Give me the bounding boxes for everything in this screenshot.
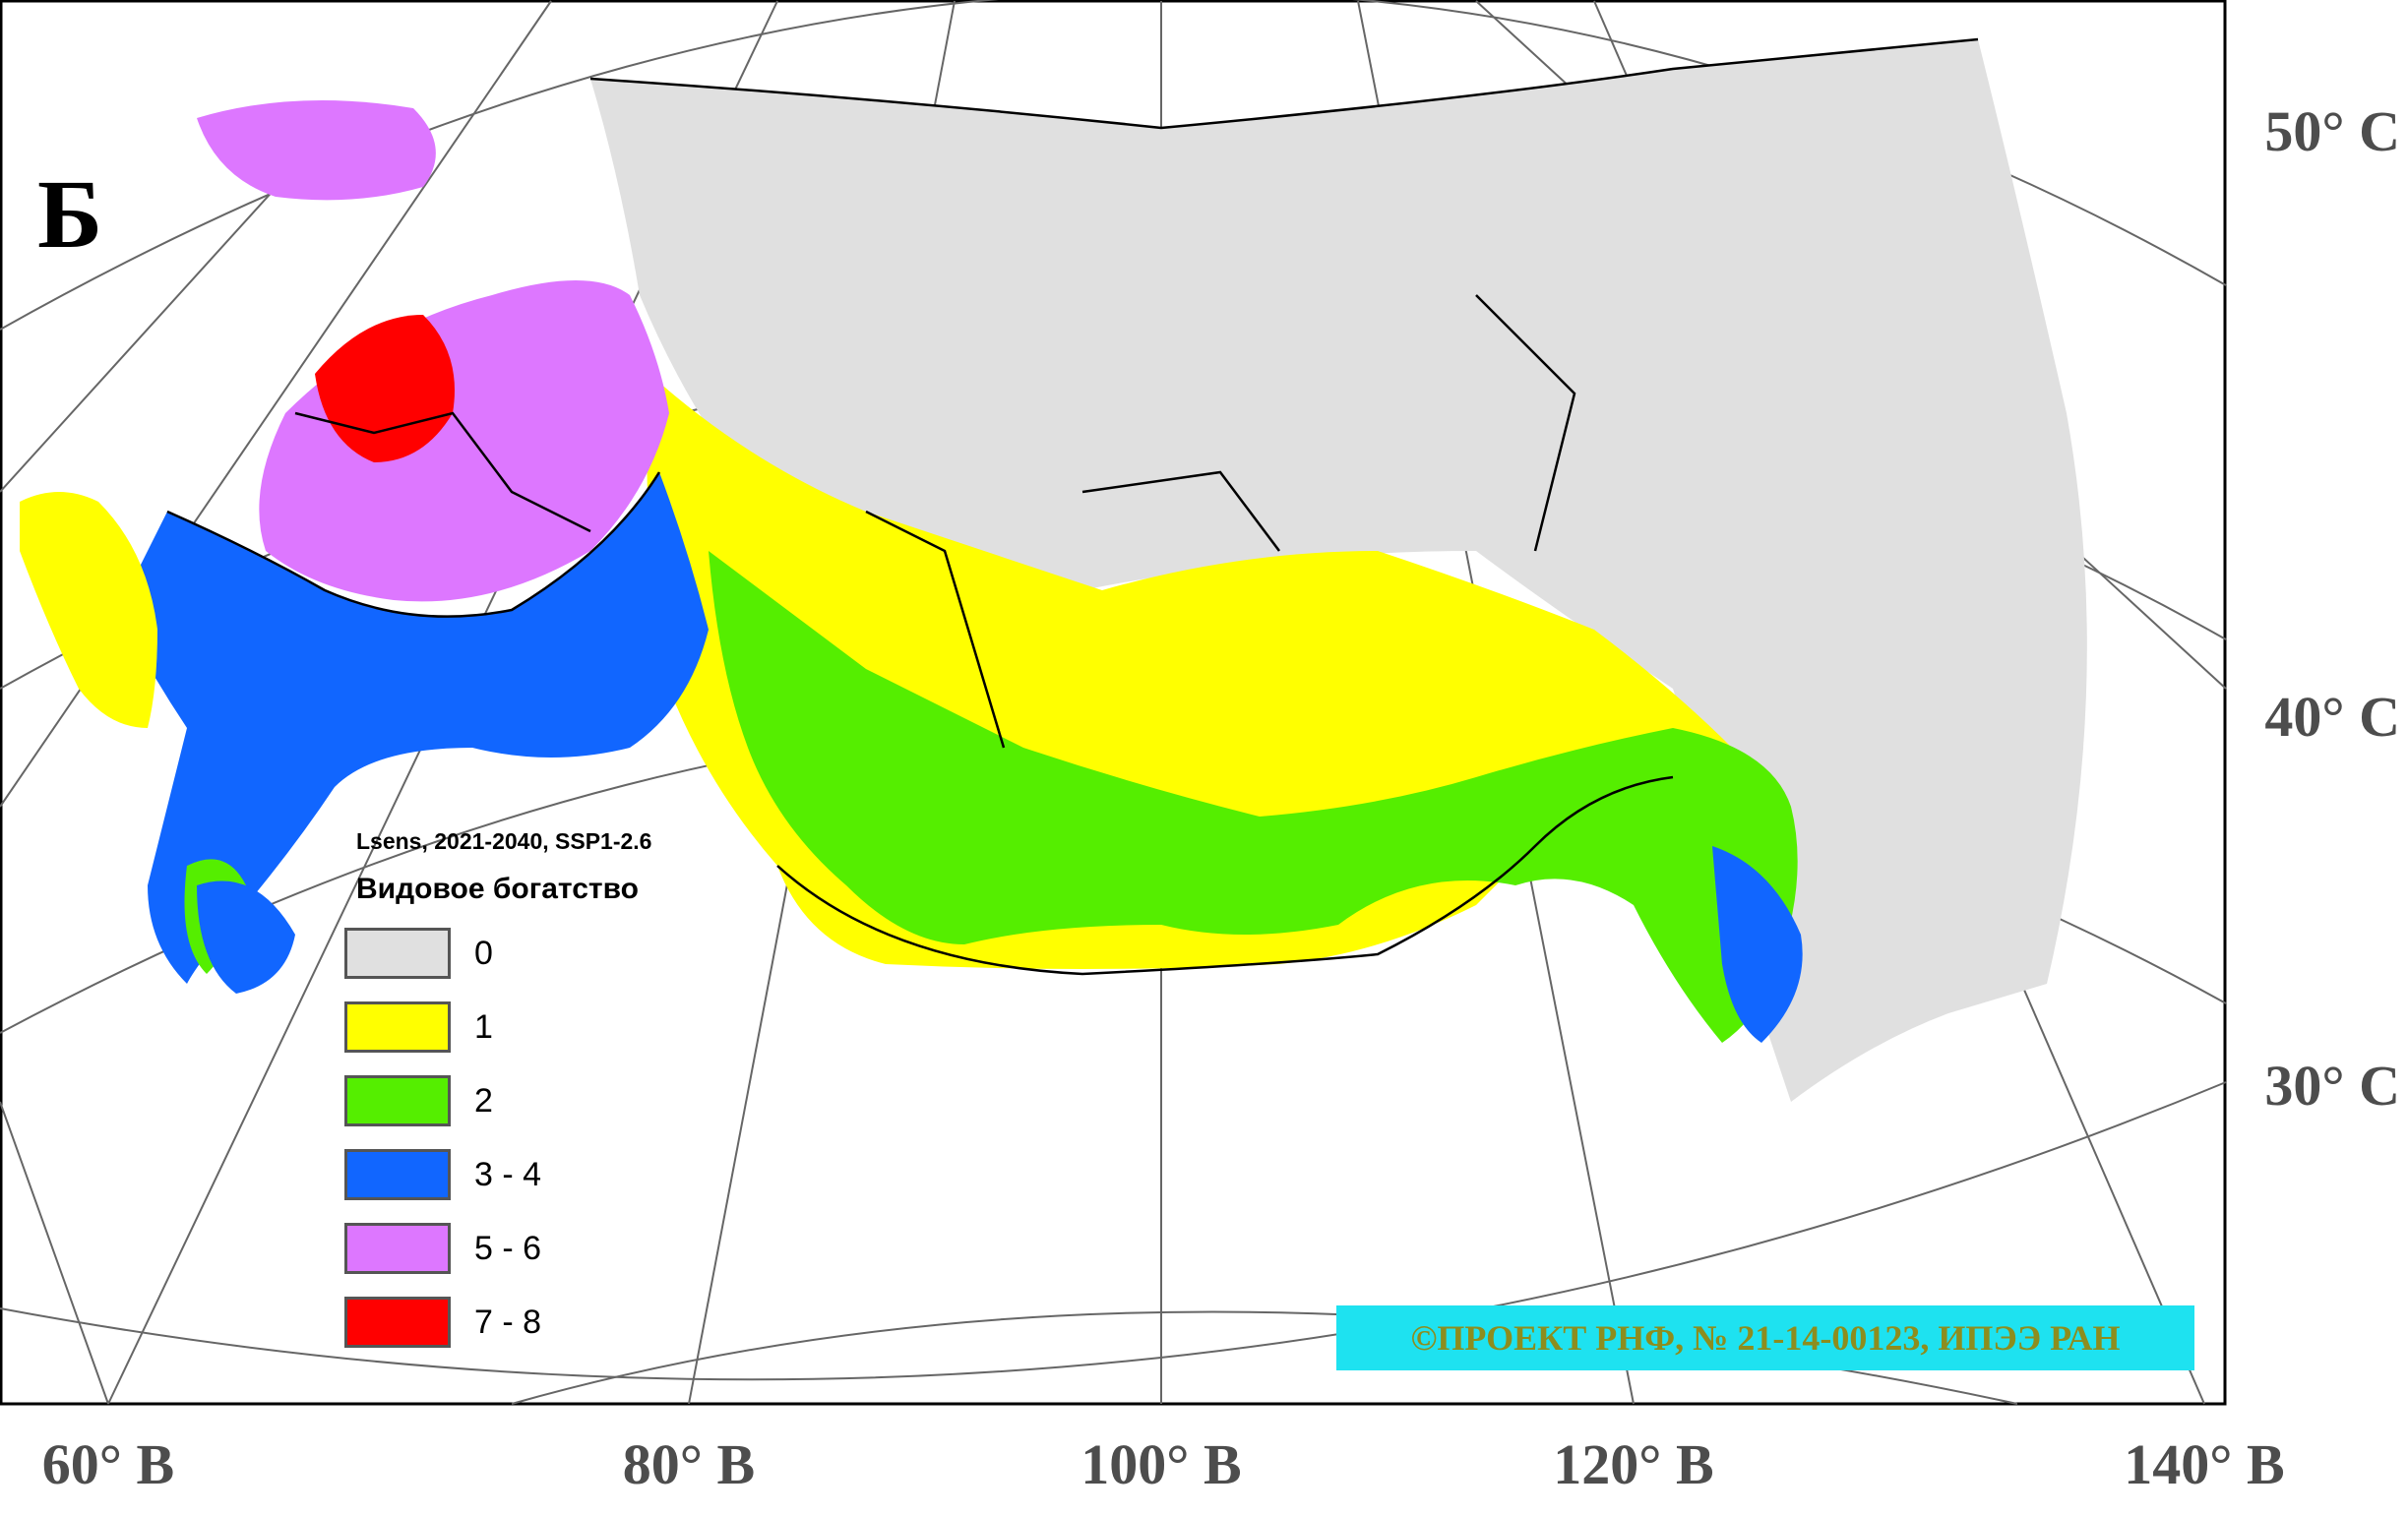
legend-swatch	[344, 1297, 451, 1348]
longitude-label-100: 100° В	[1081, 1432, 1242, 1496]
latitude-label-40: 40° С	[2264, 685, 2400, 749]
legend-items: 0 1 2 3 - 4 5 - 6 7 - 8	[344, 926, 651, 1350]
legend-item: 0	[344, 926, 651, 981]
border-line	[1081, 470, 1280, 552]
border-line	[776, 775, 1674, 976]
richness-zones	[20, 39, 2087, 1102]
legend-label: 1	[474, 1007, 493, 1046]
legend-swatch	[344, 1223, 451, 1274]
meridian-line	[0, 1101, 109, 1405]
legend-title: Видовое богатство	[356, 873, 639, 905]
meridian-line	[0, 176, 286, 493]
legend-item: 2	[344, 1073, 651, 1128]
legend-swatch	[344, 928, 451, 979]
copyright-notice: ©ПРОЕКТ РНФ, № 21-14-00123, ИПЭЭ РАН	[1336, 1305, 2194, 1370]
legend-subtitle: Lsens, 2021-2040, SSP1-2.6	[356, 828, 652, 854]
zone-richness-5-6	[197, 100, 436, 201]
border-line	[1475, 294, 1576, 552]
zone-richness-1	[20, 492, 157, 728]
longitude-label-120: 120° В	[1553, 1432, 1714, 1496]
longitude-label-140: 140° В	[2124, 1432, 2285, 1496]
legend-swatch	[344, 1149, 451, 1200]
zone-richness-7-8	[315, 315, 455, 462]
border-line	[166, 471, 661, 618]
zone-richness-2	[709, 551, 1798, 1043]
legend-label: 2	[474, 1081, 493, 1120]
legend-label: 7 - 8	[474, 1303, 542, 1341]
legend-label: 0	[474, 934, 493, 972]
latitude-label-50: 50° С	[2264, 99, 2400, 163]
legend-label: 5 - 6	[474, 1229, 542, 1267]
legend-swatch	[344, 1075, 451, 1126]
legend-item: 3 - 4	[344, 1147, 651, 1202]
border-line	[294, 411, 591, 533]
border-line	[865, 510, 1006, 749]
zone-richness-3-4	[197, 880, 295, 994]
admin-borders	[166, 37, 1979, 976]
border-line	[589, 37, 1979, 130]
longitude-label-60: 60° В	[41, 1432, 175, 1496]
legend: Lsens, 2021-2040, SSP1-2.6 Видовое богат…	[344, 828, 651, 1368]
latitude-label-30: 30° С	[2264, 1054, 2400, 1118]
legend-item: 7 - 8	[344, 1295, 651, 1350]
legend-swatch	[344, 1001, 451, 1053]
legend-item: 5 - 6	[344, 1221, 651, 1276]
panel-letter: Б	[37, 159, 103, 269]
legend-item: 1	[344, 1000, 651, 1055]
zone-richness-0	[590, 39, 2087, 1102]
parallel-line	[0, 1081, 2227, 1381]
zone-richness-3-4	[1712, 846, 1803, 1043]
legend-label: 3 - 4	[474, 1155, 542, 1193]
zone-richness-3-4	[118, 472, 709, 984]
longitude-label-80: 80° В	[622, 1432, 756, 1496]
